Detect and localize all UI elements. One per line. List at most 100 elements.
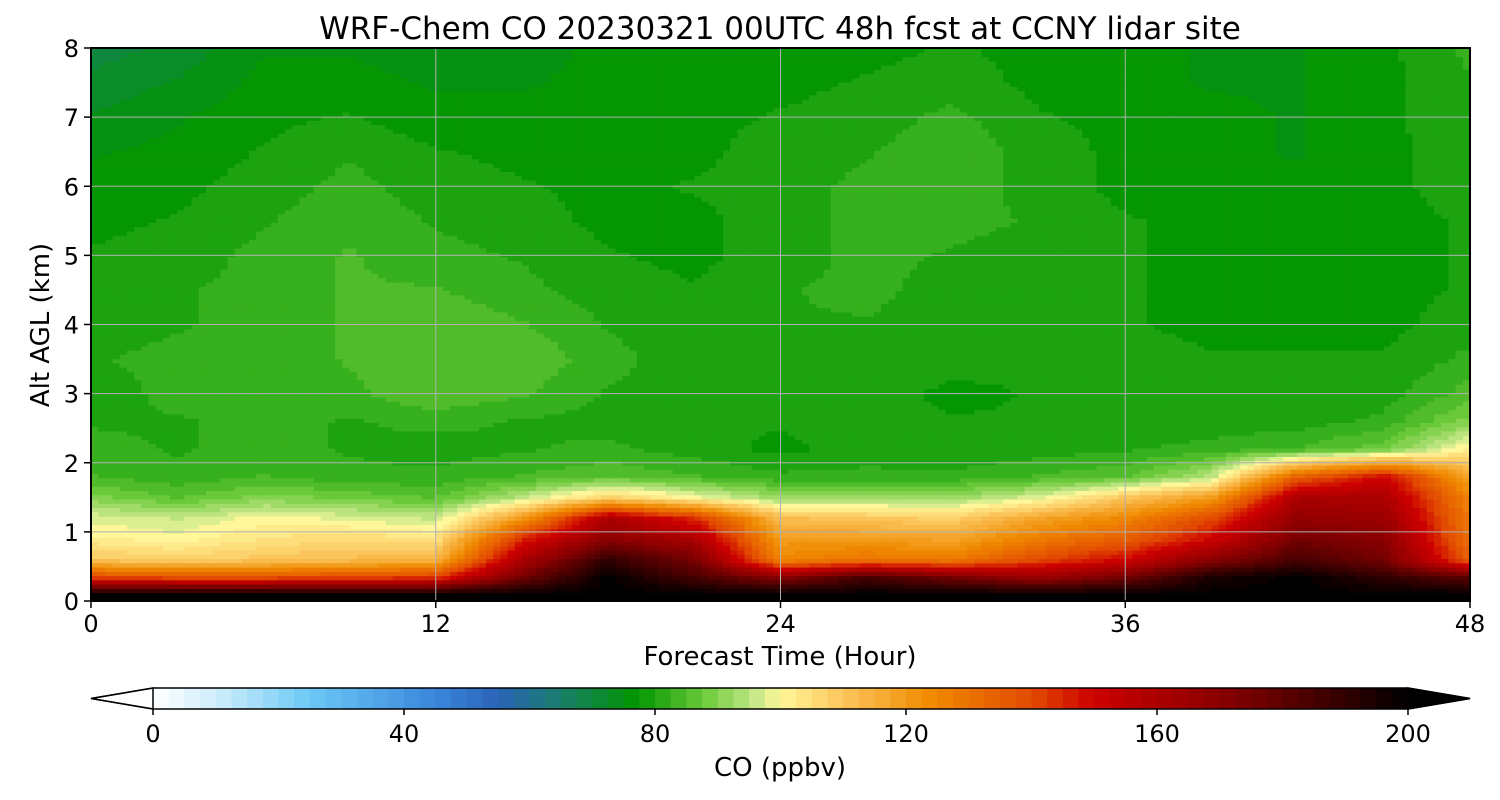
heatmap-cell [464, 583, 473, 589]
heatmap-cell [1261, 558, 1270, 564]
heatmap-cell [1448, 541, 1457, 547]
heatmap-cell [277, 537, 286, 543]
heatmap-cell [1390, 575, 1399, 581]
heatmap-cell [1362, 583, 1371, 589]
heatmap-cell [126, 541, 135, 547]
heatmap-cell [608, 549, 616, 555]
heatmap-cell [1175, 592, 1184, 598]
heatmap-cell [701, 498, 710, 504]
heatmap-cell [1311, 558, 1320, 564]
heatmap-cell [263, 537, 272, 543]
heatmap-cell [1161, 490, 1169, 496]
heatmap-cell [1010, 592, 1019, 598]
heatmap-cell [464, 511, 473, 517]
heatmap-cell [270, 490, 279, 496]
heatmap-cell [916, 558, 925, 564]
heatmap-cell [1340, 554, 1349, 560]
heatmap-cell [644, 549, 652, 555]
heatmap-cell [952, 562, 961, 568]
heatmap-cell [162, 545, 171, 551]
heatmap-cell [766, 537, 774, 543]
heatmap-cell [414, 562, 422, 568]
heatmap-cell [363, 498, 372, 504]
heatmap-cell [1182, 549, 1191, 555]
heatmap-cell [550, 588, 559, 594]
heatmap-cell [162, 588, 171, 594]
heatmap-cell [644, 537, 652, 543]
heatmap-cell [981, 498, 990, 504]
heatmap-cell [148, 537, 157, 543]
heatmap-cell [845, 490, 853, 496]
heatmap-cell [170, 511, 178, 517]
heatmap-cell [1247, 524, 1256, 530]
heatmap-cell [1369, 571, 1378, 577]
heatmap-cell [1247, 579, 1256, 585]
heatmap-cell [1189, 579, 1198, 585]
heatmap-cell [787, 503, 796, 509]
heatmap-cell [1204, 549, 1213, 555]
heatmap-cell [809, 571, 818, 577]
heatmap-cell [895, 549, 904, 555]
heatmap-cell [629, 494, 638, 500]
heatmap-cell [1232, 494, 1241, 500]
heatmap-cell [960, 528, 968, 534]
heatmap-cell [543, 494, 552, 500]
heatmap-cell [1067, 545, 1076, 551]
heatmap-cell [363, 558, 372, 564]
heatmap-cell [622, 524, 631, 530]
heatmap-cell [622, 579, 631, 585]
heatmap-cell [557, 588, 566, 594]
heatmap-cell [521, 520, 530, 526]
heatmap-cell [593, 520, 602, 526]
heatmap-cell [277, 566, 286, 572]
heatmap-cell [550, 541, 559, 547]
heatmap-cell [916, 575, 925, 581]
heatmap-cell [277, 511, 286, 517]
heatmap-cell [1132, 494, 1141, 500]
heatmap-cell [514, 575, 523, 581]
heatmap-cell [1010, 588, 1019, 594]
heatmap-cell [1261, 524, 1270, 530]
heatmap-cell [306, 528, 315, 534]
heatmap-cell [1455, 494, 1464, 500]
heatmap-cell [1441, 524, 1450, 530]
heatmap-cell [1110, 537, 1119, 543]
heatmap-cell [1247, 583, 1256, 589]
heatmap-cell [1383, 537, 1392, 543]
heatmap-cell [385, 528, 394, 534]
heatmap-cell [1125, 583, 1134, 589]
heatmap-cell [234, 571, 243, 577]
heatmap-cell [1283, 498, 1292, 504]
heatmap-cell [550, 575, 559, 581]
heatmap-cell [679, 549, 688, 555]
heatmap-cell [737, 571, 746, 577]
heatmap-cell [464, 490, 473, 496]
heatmap-cell [787, 583, 796, 589]
heatmap-cell [1412, 507, 1421, 513]
heatmap-cell [371, 566, 379, 572]
heatmap-cell [658, 545, 667, 551]
heatmap-cell [608, 537, 616, 543]
heatmap-cell [931, 554, 940, 560]
heatmap-cell [1132, 579, 1141, 585]
heatmap-cell [565, 583, 573, 589]
heatmap-cell [586, 549, 595, 555]
heatmap-cell [557, 511, 566, 517]
heatmap-cell [600, 579, 609, 585]
heatmap-cell [830, 524, 839, 530]
heatmap-cell [1189, 532, 1198, 538]
heatmap-cell [91, 575, 99, 581]
heatmap-cell [859, 566, 868, 572]
heatmap-cell [177, 566, 185, 572]
heatmap-cell [457, 583, 466, 589]
heatmap-cell [974, 507, 983, 513]
heatmap-cell [191, 528, 200, 534]
heatmap-cell [1390, 507, 1399, 513]
heatmap-cell [744, 528, 753, 534]
heatmap-cell [636, 554, 645, 560]
heatmap-cell [1060, 494, 1069, 500]
heatmap-cell [299, 498, 308, 504]
heatmap-cell [960, 511, 968, 517]
heatmap-cell [1010, 571, 1019, 577]
heatmap-cell [1225, 588, 1234, 594]
